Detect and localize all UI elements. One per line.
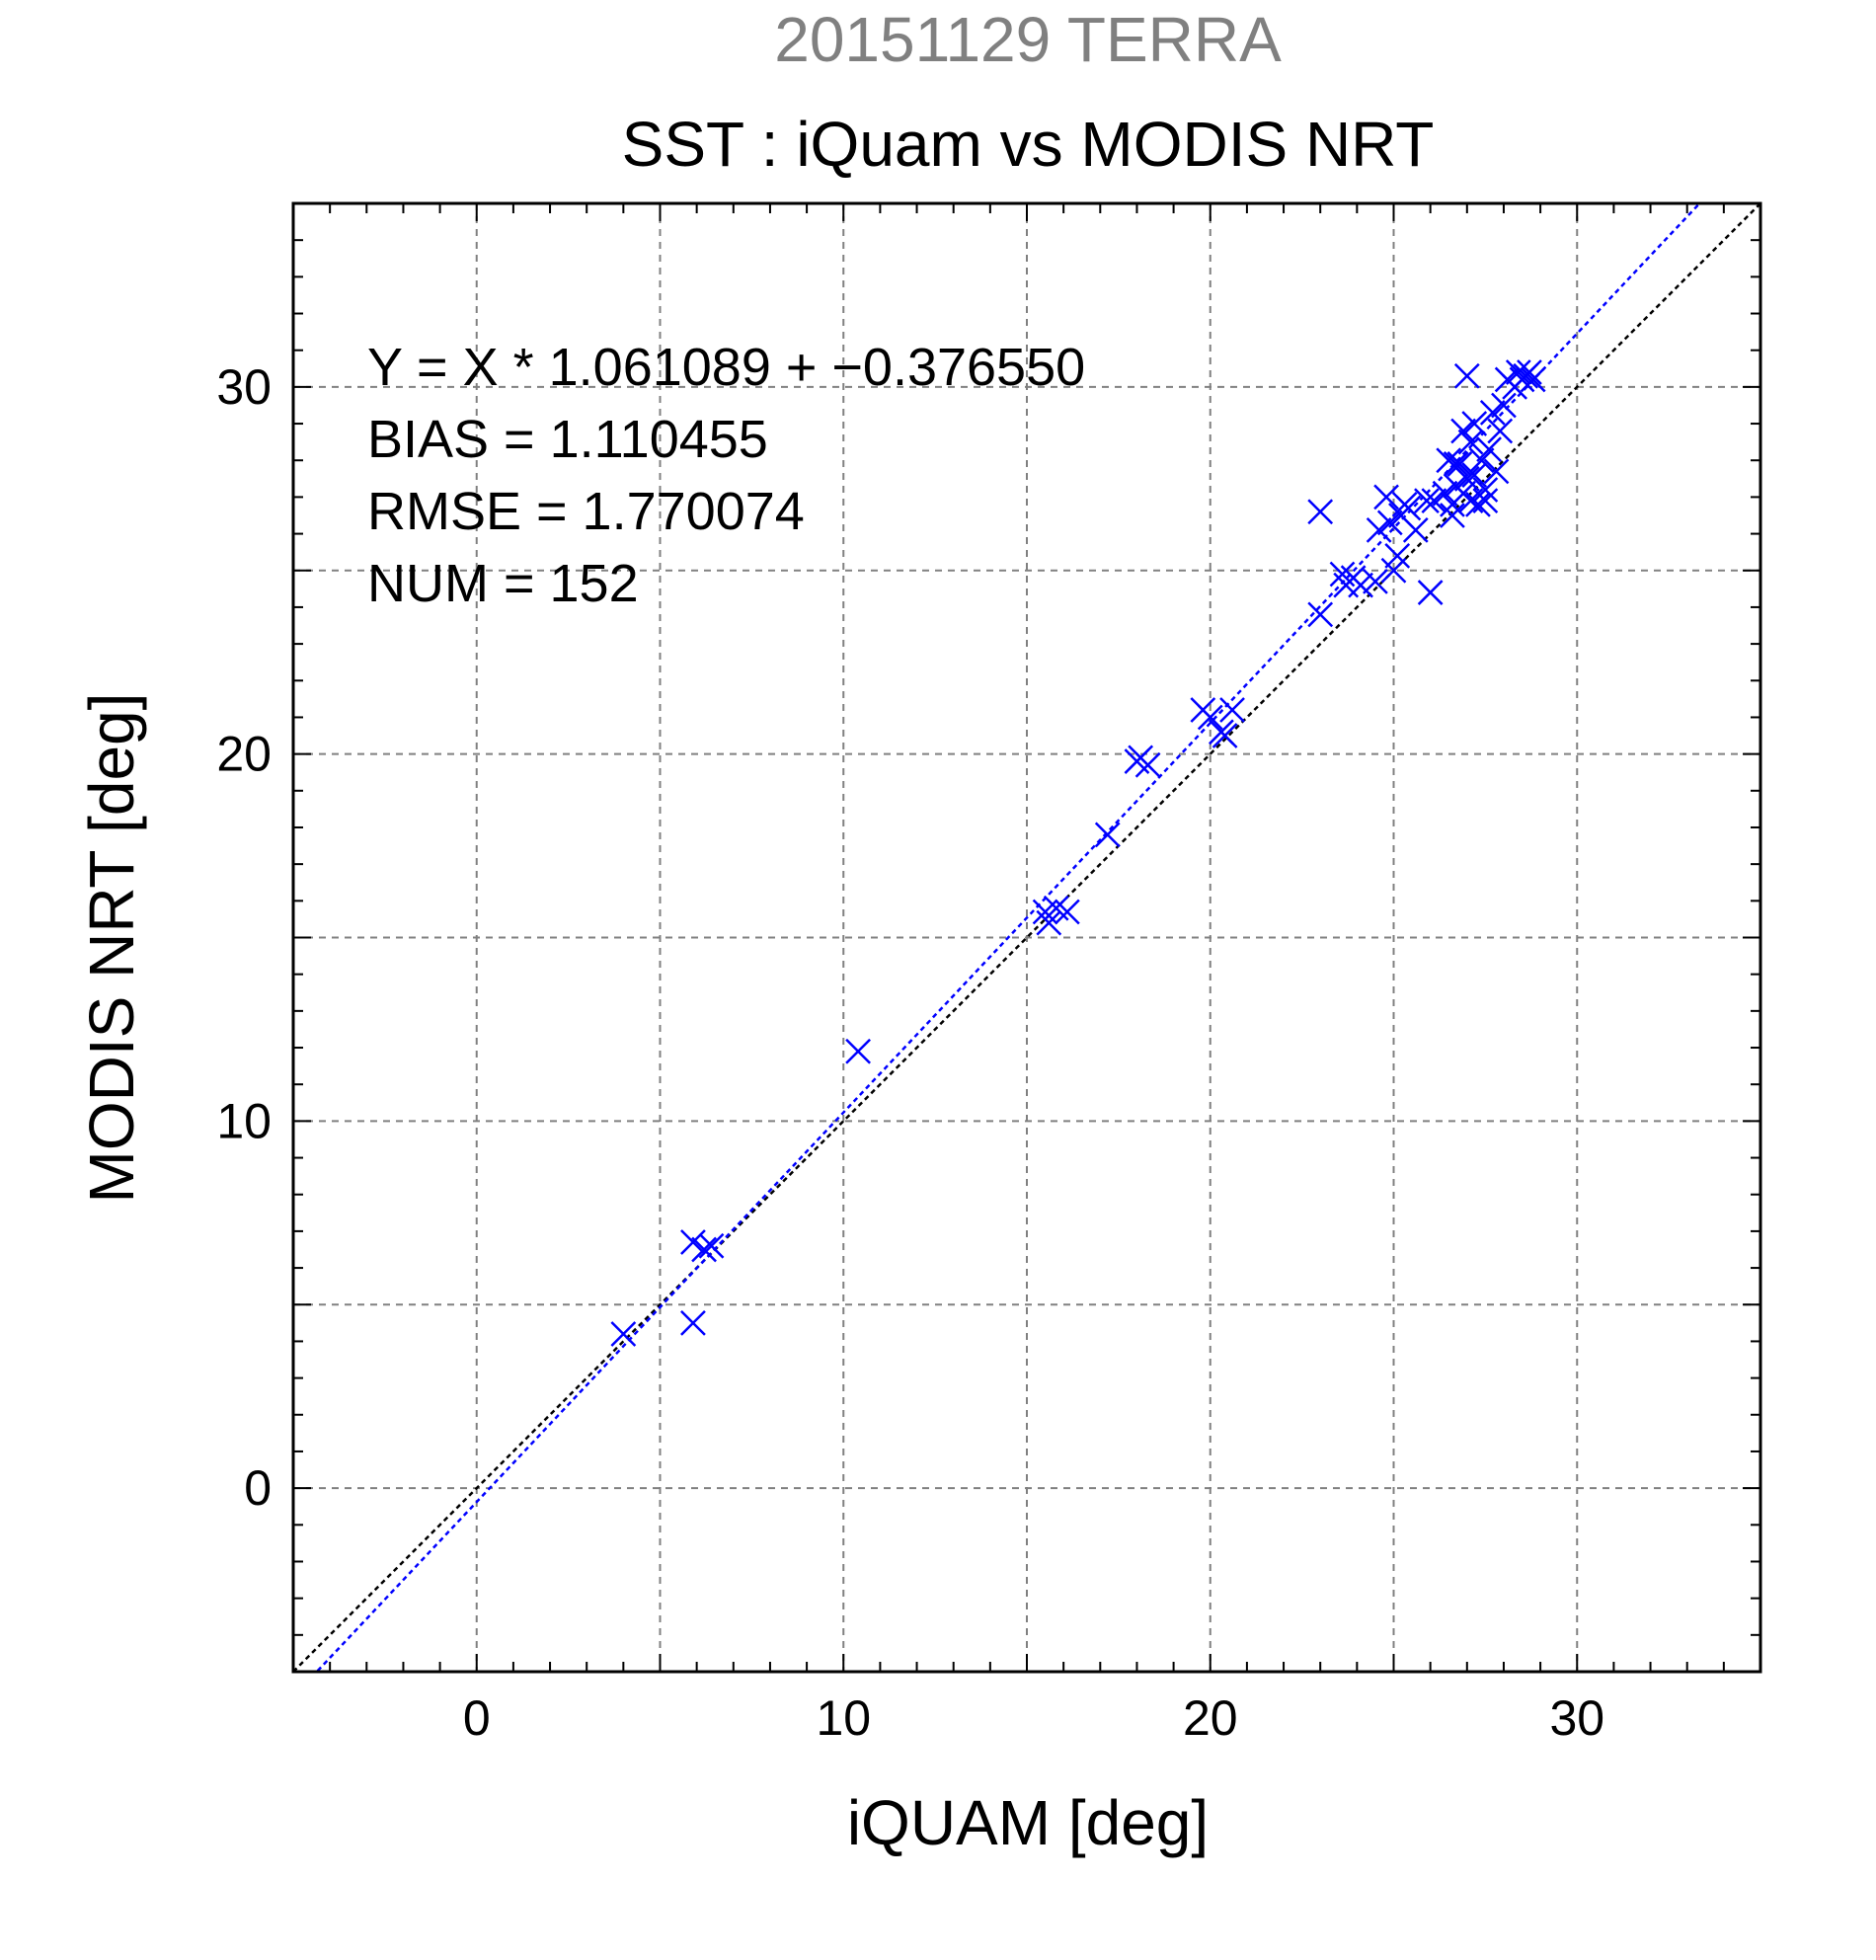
x-tick-label: 20 (1183, 1690, 1238, 1746)
data-point (1465, 491, 1491, 517)
x-tick-label: 30 (1549, 1690, 1604, 1746)
data-point (1517, 359, 1542, 385)
data-point (1219, 697, 1245, 723)
data-point (1450, 418, 1476, 444)
y-axis-label: MODIS NRT [deg] (76, 693, 147, 1204)
line-group (293, 203, 1760, 1672)
regression-line (315, 203, 1702, 1672)
data-point (1363, 569, 1388, 594)
data-point (1395, 495, 1422, 521)
stats-annotation-line: NUM = 152 (367, 554, 639, 613)
data-point (1432, 480, 1458, 507)
stats-annotation-line: RMSE = 1.770074 (367, 482, 805, 541)
data-point (1461, 462, 1488, 488)
data-point (1505, 359, 1531, 385)
data-point (1094, 822, 1121, 848)
y-tick-label: 0 (244, 1460, 272, 1516)
data-point (1476, 436, 1502, 462)
data-point (1348, 572, 1373, 598)
points-group (610, 359, 1546, 1347)
y-tick-label: 10 (216, 1093, 272, 1148)
data-point (1134, 751, 1161, 778)
data-point (1520, 366, 1546, 393)
data-point (1453, 362, 1480, 389)
plot-frame (291, 201, 1762, 1674)
data-point (1380, 557, 1407, 584)
x-tick-label: 0 (463, 1690, 491, 1746)
chart-title: SST : iQuam vs MODIS NRT (622, 109, 1435, 180)
data-point (1307, 499, 1334, 525)
data-point (698, 1232, 725, 1259)
data-point (1414, 488, 1440, 514)
data-point (1402, 516, 1429, 543)
data-point (691, 1236, 717, 1263)
data-point (1376, 510, 1403, 536)
data-point (845, 1038, 871, 1064)
y-tick-label: 30 (216, 359, 272, 415)
data-point (1054, 899, 1080, 925)
data-point (1197, 704, 1223, 731)
stats-annotation-line: Y = X * 1.061089 + −0.376550 (367, 338, 1085, 397)
x-tick-label: 10 (816, 1690, 871, 1746)
data-point (1491, 392, 1517, 419)
data-point (1487, 418, 1514, 444)
data-point (610, 1321, 637, 1347)
data-point (1443, 451, 1469, 477)
plot-area: 0 10 20 30 0 10 20 30 Y = X * 1.061089 + −0.3765… (216, 201, 1762, 1746)
y-tick-label: 20 (216, 727, 272, 782)
data-point (1440, 491, 1465, 517)
data-point (1417, 580, 1444, 605)
data-point (1373, 484, 1399, 510)
data-point (1366, 516, 1392, 543)
data-point (1472, 477, 1499, 503)
data-point (1440, 503, 1465, 528)
data-point (1472, 488, 1499, 514)
data-point (1036, 909, 1062, 936)
data-point (1212, 723, 1238, 748)
data-point (1479, 400, 1506, 426)
stats-annotation-line: BIAS = 1.110455 (367, 410, 768, 469)
data-point (1384, 542, 1411, 569)
data-point (680, 1309, 706, 1336)
data-point (1468, 447, 1495, 474)
data-point (1461, 411, 1488, 436)
chart-super-title: 20151129 TERRA (774, 4, 1282, 75)
data-point (1483, 458, 1510, 485)
x-axis-label: iQUAM [deg] (847, 1787, 1209, 1858)
data-point (1307, 601, 1334, 628)
data-point (680, 1229, 706, 1255)
data-point (1436, 447, 1462, 474)
